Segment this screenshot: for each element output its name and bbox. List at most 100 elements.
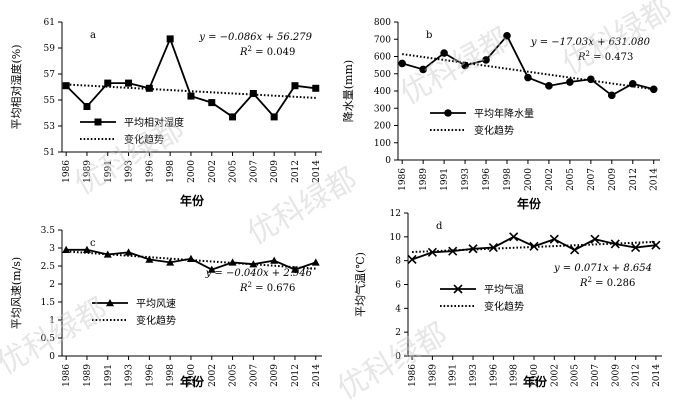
r-squared-symbol: R — [239, 283, 248, 294]
y-axis-title: 降水量(mm) — [341, 60, 355, 122]
r-squared-exponent: 2 — [586, 50, 590, 58]
y-tick-label: 3 — [49, 244, 55, 254]
data-point — [249, 90, 257, 97]
legend-series-label: 平均风速 — [136, 298, 176, 310]
x-tick-label: 2014 — [650, 168, 660, 191]
x-tick-label: 2002 — [550, 364, 560, 387]
y-axis-title: 平均风速(m/s) — [10, 257, 23, 329]
data-point — [468, 244, 478, 254]
data-point — [503, 32, 511, 40]
watermark: 优科绿都 — [332, 317, 453, 404]
y-tick-label: 6 — [395, 281, 401, 291]
r-squared-value: = 0.473 — [590, 52, 633, 63]
y-tick-label: 57 — [44, 70, 56, 80]
panel-label: b — [426, 30, 432, 41]
y-tick-label: 1.5 — [41, 298, 56, 308]
x-tick-label: 1991 — [104, 364, 114, 387]
r-squared-exponent: 2 — [248, 281, 252, 289]
x-axis-title: 年份 — [180, 193, 205, 208]
y-tick-label: 2.5 — [41, 262, 56, 272]
x-tick-label: 1986 — [398, 168, 408, 191]
x-tick-label: 2009 — [270, 364, 280, 387]
y-tick-label: 8 — [395, 257, 401, 267]
x-tick-label: 2014 — [652, 364, 662, 387]
data-point — [166, 258, 175, 266]
chart-panel-b: 0 100 200 300 400 500 600 700 800 1986 1989 1991 199… — [341, 18, 660, 211]
x-tick-label: 1989 — [83, 364, 93, 387]
watermark: 优科绿都 — [242, 162, 363, 252]
legend-series-marker — [94, 118, 102, 126]
x-tick-label: 1991 — [449, 364, 459, 387]
x-tick-label: 2007 — [591, 364, 601, 387]
data-point — [270, 256, 279, 264]
y-tick-label: 51 — [44, 148, 55, 158]
data-point — [488, 242, 498, 253]
r-squared: R2 = 0.473 — [577, 50, 633, 63]
y-axis-title: 平均相对湿度(%) — [9, 44, 23, 129]
x-axis-title: 年份 — [523, 374, 548, 389]
r-squared: R2 = 0.049 — [239, 45, 295, 58]
data-point — [427, 247, 437, 257]
legend-trend-label: 变化趋势 — [136, 314, 176, 327]
x-tick-label: 2005 — [229, 364, 239, 387]
data-point — [590, 234, 600, 244]
x-tick-label: 2005 — [571, 364, 581, 387]
data-point — [145, 255, 154, 263]
data-point — [440, 49, 448, 57]
chart-panel-d: 0 2 4 6 8 10 12 1986 1989 1991 1993 1996 1998 2000 200… — [353, 209, 662, 389]
y-axis-title: 平均气温(℃) — [353, 252, 367, 317]
data-point — [407, 254, 417, 265]
x-tick-label: 1998 — [503, 168, 513, 191]
watermark: 优科绿都 — [557, 0, 678, 82]
x-axis-title: 年份 — [517, 196, 542, 211]
data-point — [166, 35, 174, 43]
data-point — [125, 79, 133, 87]
x-tick-label: 2012 — [632, 364, 642, 387]
y-tick-label: 1 — [49, 316, 55, 326]
x-tick-label: 2000 — [530, 364, 540, 387]
y-tick-label: 2 — [395, 328, 401, 338]
x-tick-label: 1986 — [62, 364, 72, 387]
trend-equation: y = −0.040x + 2.946 — [205, 268, 313, 279]
x-tick-label: 2007 — [249, 160, 259, 183]
x-tick-label: 2002 — [545, 168, 555, 191]
panel-label: d — [436, 221, 443, 232]
legend-series-marker — [444, 109, 452, 117]
x-tick-label: 2009 — [608, 168, 618, 191]
y-tick-label: 400 — [374, 87, 391, 97]
x-axis-title: 年份 — [180, 374, 205, 389]
data-point — [549, 234, 559, 244]
y-tick-label: 0 — [395, 352, 401, 362]
data-point — [587, 75, 595, 84]
data-point — [419, 65, 427, 74]
y-tick-label: 2 — [49, 280, 55, 290]
chart-panel-c: 0 0.5 1 1.5 2 2.5 3 3.5 1986 1989 1991 1993 1996 1998… — [10, 226, 322, 389]
data-point — [529, 241, 539, 251]
data-point — [62, 245, 71, 253]
panel-label: c — [90, 238, 96, 249]
data-point — [524, 73, 532, 82]
data-point — [208, 99, 216, 107]
x-tick-label: 1996 — [489, 364, 499, 387]
data-point — [631, 242, 641, 253]
data-point — [83, 103, 91, 110]
x-tick-label: 2000 — [187, 364, 197, 387]
data-point — [62, 82, 70, 90]
x-tick-label: 1996 — [145, 364, 155, 387]
data-point — [545, 82, 553, 90]
x-tick-label: 2007 — [249, 364, 259, 387]
x-tick-label: 2012 — [629, 168, 639, 191]
y-tick-label: 200 — [374, 122, 391, 132]
legend-series-marker — [453, 284, 463, 294]
r-squared: R2 = 0.676 — [239, 281, 295, 294]
legend-series-label: 平均年降水量 — [474, 107, 534, 120]
legend-trend-label: 变化趋势 — [484, 300, 524, 313]
r-squared: R2 = 0.286 — [579, 276, 635, 289]
y-tick-label: 61 — [44, 18, 55, 28]
data-point — [270, 113, 278, 121]
data-point — [249, 260, 258, 268]
y-tick-label: 700 — [374, 35, 391, 45]
x-tick-label: 2005 — [566, 168, 576, 191]
x-tick-label: 1998 — [166, 364, 176, 387]
